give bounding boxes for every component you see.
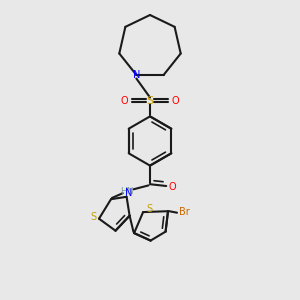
Text: O: O — [120, 95, 128, 106]
Text: O: O — [169, 182, 177, 193]
Text: S: S — [146, 95, 154, 106]
Text: S: S — [146, 204, 152, 214]
Text: O: O — [172, 95, 180, 106]
Text: HN: HN — [120, 187, 134, 196]
Text: N: N — [133, 70, 140, 80]
Text: Br: Br — [179, 207, 190, 217]
Text: N: N — [125, 188, 133, 198]
Text: S: S — [91, 212, 97, 222]
